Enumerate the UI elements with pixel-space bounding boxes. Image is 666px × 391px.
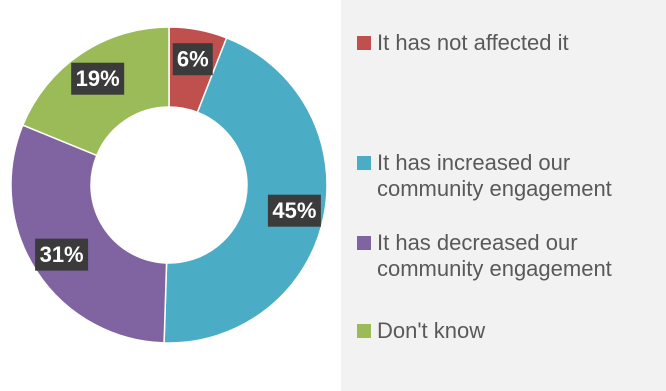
- data-label-text-decreased: 31%: [40, 242, 84, 267]
- data-label-text-dont-know: 19%: [76, 66, 120, 91]
- legend-label-decreased: It has decreased our community engagemen…: [377, 230, 612, 281]
- data-label-text-not-affected: 6%: [177, 47, 209, 72]
- slice-increased: [163, 36, 328, 344]
- legend-swatch-dont-know: [357, 324, 371, 338]
- data-label-not-affected: 6%: [172, 43, 213, 76]
- doughnut-chart: 6% 45% 31% 19%: [10, 26, 328, 344]
- data-label-box-dont-know: [71, 62, 125, 95]
- legend-label-increased: It has increased our community engagemen…: [377, 150, 612, 201]
- legend-swatch-not-affected: [357, 36, 371, 50]
- data-label-dont-know: 19%: [71, 62, 125, 95]
- legend-label-not-affected: It has not affected it: [377, 30, 569, 55]
- data-label-box-increased: [267, 194, 321, 227]
- data-label-text-increased: 45%: [272, 198, 316, 223]
- legend-panel: [341, 0, 666, 391]
- legend-swatch-decreased: [357, 236, 371, 250]
- data-label-decreased: 31%: [35, 238, 89, 271]
- data-label-box-not-affected: [172, 43, 213, 76]
- data-label-increased: 45%: [267, 194, 321, 227]
- legend-label-dont-know: Don't know: [377, 318, 486, 343]
- legend-swatch-increased: [357, 156, 371, 170]
- slice-decreased: [10, 124, 168, 344]
- data-label-box-decreased: [35, 238, 89, 271]
